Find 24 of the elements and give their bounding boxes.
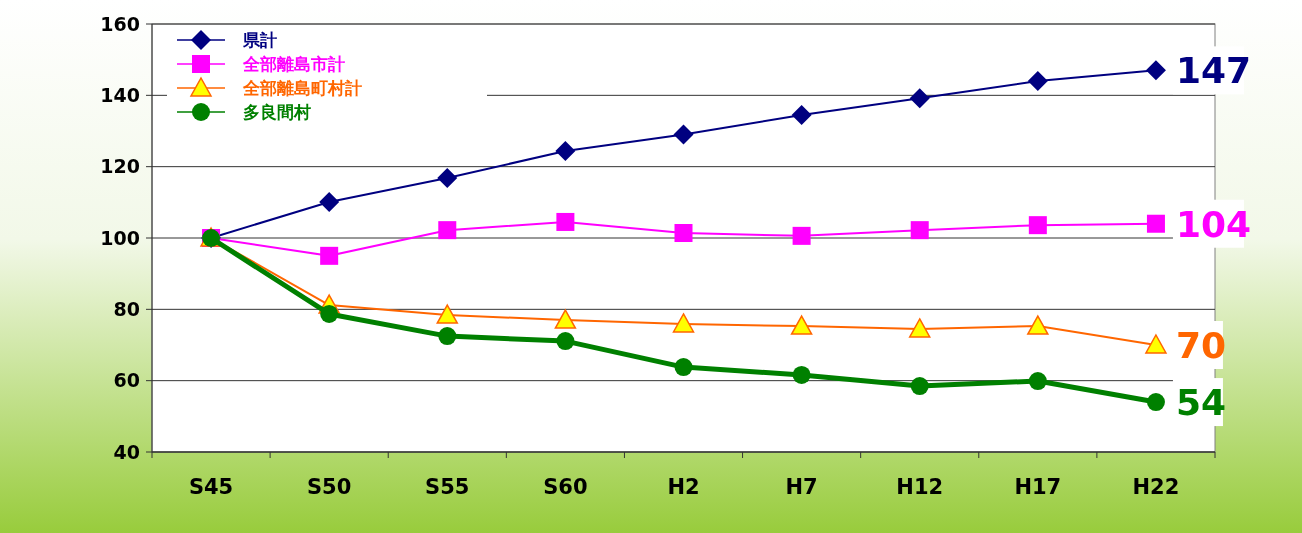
y-tick-label: 60: [113, 369, 140, 392]
legend-label: 多良間村: [243, 101, 311, 122]
y-tick-label: 80: [113, 297, 140, 320]
y-tick-label: 160: [100, 12, 140, 35]
legend-label: 全部離島市計: [242, 53, 345, 74]
data-label: 70: [1175, 324, 1227, 366]
y-tick-label: 120: [100, 155, 140, 178]
legend-label: 県計: [242, 29, 277, 50]
y-tick-label: 140: [100, 83, 140, 106]
x-tick-label: H2: [667, 475, 700, 499]
legend-label: 全部離島町村計: [242, 77, 362, 98]
x-tick-label: H7: [785, 475, 818, 499]
x-tick-label: S55: [425, 475, 470, 499]
data-label: 104: [1175, 203, 1252, 245]
data-label: 147: [1175, 50, 1252, 92]
x-tick-label: S50: [306, 475, 352, 499]
x-tick-label: H12: [896, 475, 944, 499]
x-tick-label: S45: [188, 475, 234, 499]
data-label: 54: [1175, 382, 1227, 424]
x-tick-label: S60: [543, 475, 588, 499]
y-tick-label: 40: [113, 440, 140, 463]
x-tick-label: H17: [1014, 475, 1062, 499]
y-tick-label: 100: [100, 226, 140, 249]
x-tick-label: H22: [1132, 475, 1180, 499]
